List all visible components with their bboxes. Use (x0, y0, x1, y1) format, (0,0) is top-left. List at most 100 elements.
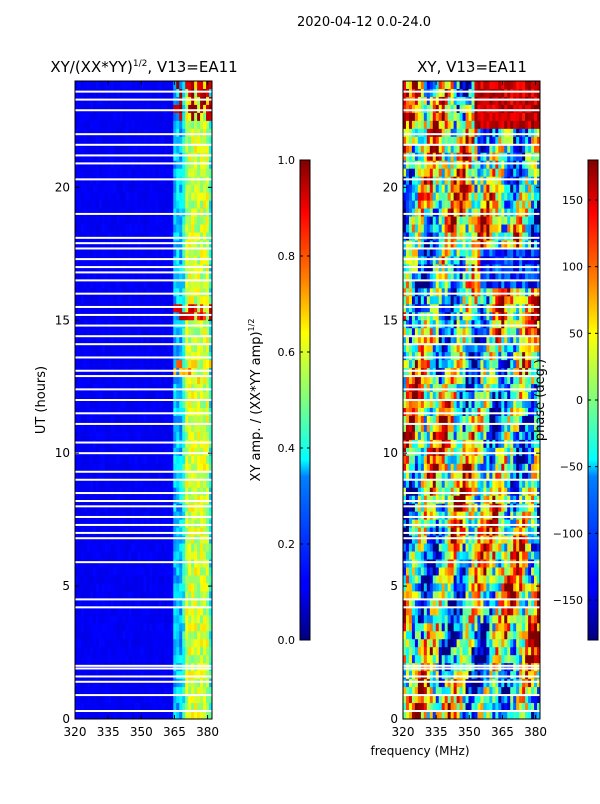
amplitude-cell (99, 679, 102, 687)
amplitude-cell (158, 145, 161, 153)
amplitude-cell (144, 225, 147, 233)
amplitude-cell (173, 288, 176, 296)
amplitude-cell (185, 488, 188, 496)
amplitude-cell (105, 376, 108, 384)
amplitude-cell (129, 145, 132, 153)
amplitude-cell (117, 544, 120, 552)
phase-cell (469, 97, 472, 105)
amplitude-cell (185, 233, 188, 241)
amplitude-cell (155, 671, 158, 679)
amplitude-cell (123, 233, 126, 241)
amplitude-cell (167, 488, 170, 496)
phase-cell (409, 248, 412, 256)
phase-cell (525, 280, 528, 288)
amplitude-cell (75, 400, 78, 408)
amplitude-cell (179, 400, 182, 408)
amplitude-cell (93, 344, 96, 352)
phase-cell (430, 121, 433, 129)
amplitude-cell (102, 552, 105, 560)
amplitude-cell (108, 400, 111, 408)
amplitude-cell (203, 296, 206, 304)
amplitude-cell (105, 320, 108, 328)
phase-cell (528, 89, 531, 97)
amplitude-cell (102, 129, 105, 137)
amplitude-cell (149, 520, 152, 528)
amplitude-cell (138, 623, 141, 631)
amplitude-cell (188, 544, 191, 552)
amplitude-cell (87, 312, 90, 320)
amplitude-cell (164, 185, 167, 193)
amplitude-cell (105, 575, 108, 583)
amplitude-cell (152, 185, 155, 193)
amplitude-cell (185, 424, 188, 432)
phase-cell (525, 153, 528, 161)
amplitude-cell (167, 520, 170, 528)
amplitude-cell (75, 424, 78, 432)
phase-cell (474, 233, 477, 241)
phase-cell (403, 105, 406, 113)
amplitude-cell (81, 217, 84, 225)
amplitude-cell (75, 575, 78, 583)
amplitude-cell (155, 344, 158, 352)
amplitude-cell (152, 639, 155, 647)
amplitude-cell (203, 113, 206, 121)
phase-cell (424, 177, 427, 185)
amplitude-cell (173, 312, 176, 320)
amplitude-cell (176, 248, 179, 256)
amplitude-cell (126, 296, 129, 304)
amplitude-cell (114, 217, 117, 225)
amplitude-cell (155, 679, 158, 687)
amplitude-cell (96, 89, 99, 97)
amplitude-cell (170, 344, 173, 352)
amplitude-cell (200, 129, 203, 137)
phase-cell (495, 97, 498, 105)
amplitude-cell (155, 193, 158, 201)
phase-cell (522, 161, 525, 169)
amplitude-cell (146, 575, 149, 583)
amplitude-cell (179, 97, 182, 105)
amplitude-cell (191, 97, 194, 105)
amplitude-cell (161, 711, 164, 719)
amplitude-cell (206, 169, 209, 177)
amplitude-cell (75, 528, 78, 536)
amplitude-cell (111, 528, 114, 536)
amplitude-cell (155, 400, 158, 408)
phase-cell (480, 177, 483, 185)
amplitude-cell (197, 560, 200, 568)
flagged-row (75, 109, 212, 111)
amplitude-cell (173, 256, 176, 264)
phase-cell (406, 81, 409, 89)
amplitude-cell (203, 129, 206, 137)
amplitude-cell (206, 177, 209, 185)
amplitude-colorbar-ramp (300, 160, 310, 640)
amplitude-cell (188, 512, 191, 520)
amplitude-cell (84, 567, 87, 575)
amplitude-cell (138, 408, 141, 416)
amplitude-cell (81, 344, 84, 352)
amplitude-colorbar: 0.00.20.40.60.81.0 XY amp. / (XX*YY amp)… (247, 154, 310, 647)
phase-cell (519, 81, 522, 89)
amplitude-cell (120, 607, 123, 615)
flagged-row (75, 133, 212, 135)
phase-cell (409, 153, 412, 161)
phase-cell (439, 97, 442, 105)
phase-cell (430, 153, 433, 161)
amplitude-cell (93, 304, 96, 312)
amplitude-cell (188, 201, 191, 209)
amplitude-cell (108, 248, 111, 256)
amplitude-cell (135, 161, 138, 169)
amplitude-cell (200, 201, 203, 209)
amplitude-cell (155, 583, 158, 591)
amplitude-cell (191, 209, 194, 217)
amplitude-cell (200, 663, 203, 671)
amplitude-cell (81, 575, 84, 583)
phase-cell (412, 113, 415, 121)
amplitude-cell (135, 488, 138, 496)
amplitude-cell (152, 217, 155, 225)
amplitude-cell (206, 209, 209, 217)
phase-cell (415, 248, 418, 256)
amplitude-cell (117, 615, 120, 623)
amplitude-cell (84, 711, 87, 719)
amplitude-cell (194, 432, 197, 440)
amplitude-cell (75, 105, 78, 113)
